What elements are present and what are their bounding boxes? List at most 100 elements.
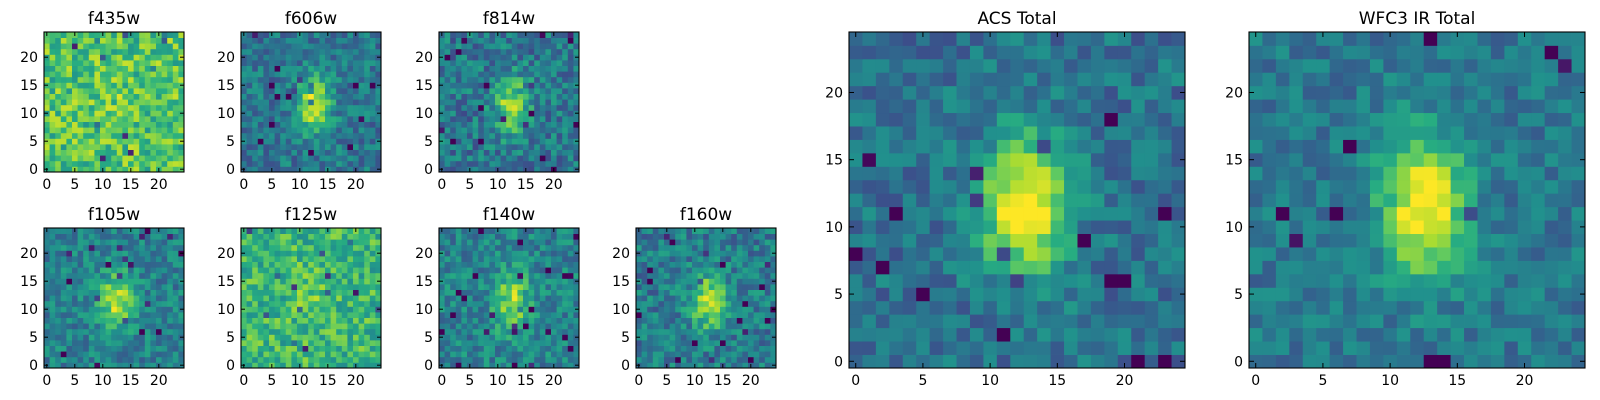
heatmap-cell: [72, 250, 78, 257]
heatmap-cell: [720, 278, 726, 285]
heatmap-cell: [1064, 341, 1078, 355]
heatmap-cell: [313, 362, 320, 369]
heatmap-cell: [364, 272, 371, 279]
heatmap-cell: [573, 351, 580, 358]
heatmap-cell: [116, 300, 123, 307]
heatmap-cell: [297, 239, 303, 246]
heatmap-cell: [139, 76, 146, 83]
heatmap-cell: [573, 323, 580, 330]
heatmap-cell: [539, 65, 546, 72]
heatmap-cell: [455, 362, 462, 369]
heatmap-cell: [88, 71, 95, 78]
heatmap-cell: [1077, 193, 1092, 208]
heatmap-cell: [511, 116, 518, 122]
heatmap-cell: [647, 278, 654, 285]
heatmap-cell: [759, 261, 766, 268]
heatmap-cell: [274, 328, 281, 335]
heatmap-cell: [325, 99, 331, 106]
heatmap-cell: [1050, 233, 1065, 248]
heatmap-cell: [128, 54, 134, 61]
heatmap-cell: [269, 323, 275, 330]
heatmap-cell: [889, 247, 904, 261]
heatmap-cell: [862, 206, 877, 221]
heatmap-cell: [60, 256, 67, 262]
heatmap-cell: [495, 76, 501, 83]
heatmap-cell: [556, 82, 563, 89]
heatmap-cell: [641, 345, 648, 352]
heatmap-cell: [347, 228, 354, 234]
heatmap-cell: [246, 127, 253, 134]
heatmap-cell: [545, 104, 552, 111]
heatmap-cell: [347, 166, 354, 173]
heatmap-cell: [450, 289, 457, 296]
heatmap-cell: [483, 149, 490, 156]
heatmap-cell: [545, 267, 552, 274]
heatmap-cell: [528, 99, 535, 106]
heatmap-cell: [675, 284, 682, 290]
heatmap-cell: [347, 54, 354, 61]
heatmap-cell: [161, 88, 168, 94]
heatmap-cell: [1131, 247, 1146, 261]
heatmap-cell: [444, 284, 451, 290]
heatmap-cell: [308, 289, 315, 296]
heatmap-cell: [517, 356, 524, 363]
heatmap-cell: [686, 295, 693, 302]
heatmap-cell: [483, 300, 490, 307]
heatmap-cell: [748, 278, 754, 285]
heatmap-cell: [506, 284, 513, 290]
heatmap-cell: [122, 228, 129, 234]
heatmap-cell: [241, 284, 247, 290]
heatmap-cell: [60, 144, 67, 150]
heatmap-cell: [128, 278, 134, 285]
heatmap-cell: [703, 317, 710, 324]
heatmap-cell: [489, 82, 496, 89]
heatmap-cell: [49, 82, 56, 89]
heatmap-cell: [285, 256, 292, 262]
heatmap-cell: [461, 48, 468, 55]
heatmap-cell: [551, 99, 557, 106]
heatmap-cell: [500, 295, 507, 302]
heatmap-cell: [133, 233, 140, 240]
heatmap-cell: [330, 93, 337, 100]
heatmap-cell: [1158, 247, 1172, 261]
heatmap-cell: [929, 273, 944, 288]
heatmap-cell: [500, 362, 507, 369]
heatmap-cell: [697, 323, 704, 330]
heatmap-cell: [150, 37, 157, 44]
heatmap-cell: [252, 228, 259, 234]
heatmap-cell: [467, 110, 473, 117]
heatmap-cell: [461, 323, 468, 330]
heatmap-cell: [263, 71, 270, 78]
heatmap-cell: [500, 60, 507, 66]
heatmap-cell: [291, 32, 298, 38]
heatmap-cell: [280, 149, 287, 156]
heatmap-cell: [122, 166, 129, 173]
axes-frame: [635, 227, 777, 369]
heatmap-cell: [122, 323, 129, 330]
heatmap-cell: [467, 71, 473, 78]
heatmap-cell: [144, 160, 151, 167]
heatmap-cell: [241, 239, 247, 246]
heatmap-cell: [105, 250, 112, 257]
heatmap-cell: [172, 278, 179, 285]
heatmap-cell: [686, 351, 693, 358]
heatmap-cell: [252, 312, 259, 318]
heatmap-cell: [133, 250, 140, 257]
heatmap-cell: [511, 144, 518, 150]
heatmap-cell: [495, 160, 501, 167]
heatmap-cell: [269, 54, 275, 61]
heatmap-cell: [66, 144, 73, 150]
heatmap-cell: [686, 244, 693, 251]
heatmap-cell: [285, 295, 292, 302]
heatmap-cell: [641, 295, 648, 302]
heatmap-cell: [1037, 166, 1051, 181]
heatmap-cell: [252, 295, 259, 302]
heatmap-cell: [122, 71, 129, 78]
heatmap-cell: [686, 334, 693, 341]
heatmap-cell: [336, 340, 343, 346]
heatmap-cell: [167, 37, 174, 44]
heatmap-cell: [139, 334, 146, 341]
heatmap-cell: [347, 76, 354, 83]
heatmap-cell: [49, 256, 56, 262]
heatmap-cell: [714, 345, 721, 352]
